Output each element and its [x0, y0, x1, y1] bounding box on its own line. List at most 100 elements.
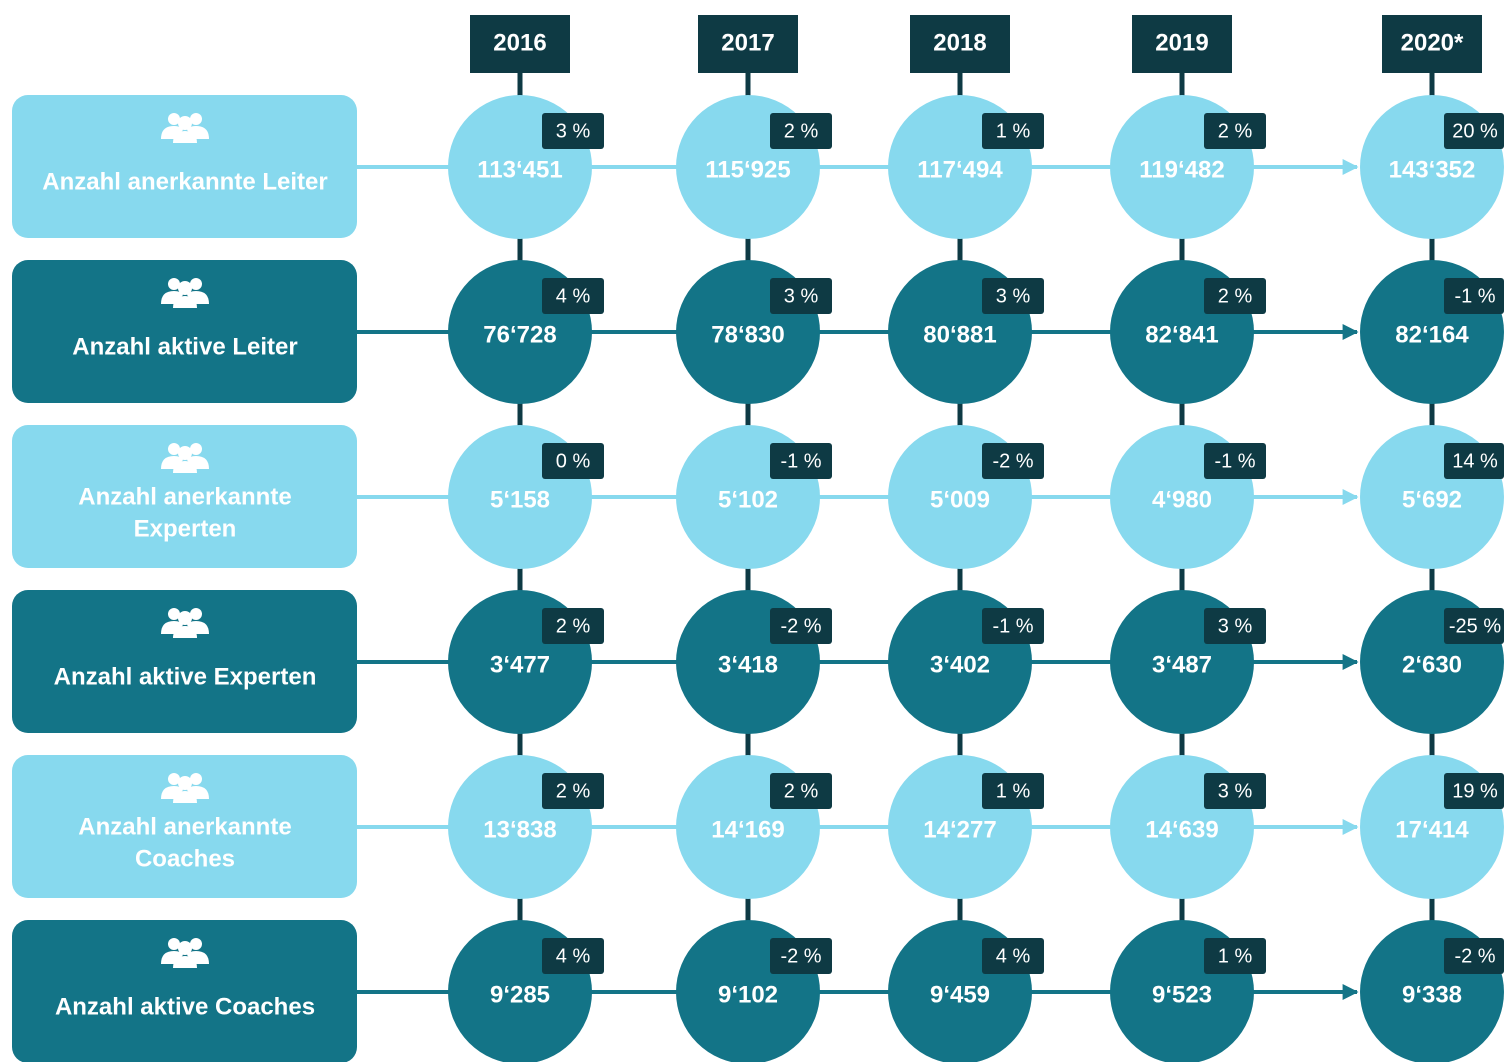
change-badge — [1444, 773, 1504, 809]
change-label: -25 % — [1449, 615, 1501, 637]
row-label: Anzahl anerkannte Leiter — [42, 168, 327, 195]
year-label: 2020* — [1401, 29, 1464, 56]
value-label: 117‘494 — [917, 156, 1003, 183]
change-label: -2 % — [780, 945, 821, 967]
row-label: Anzahl anerkannte — [78, 483, 291, 510]
change-badge — [1444, 443, 1504, 479]
change-badge — [1444, 113, 1504, 149]
change-badge — [1204, 608, 1266, 644]
row-label-box — [12, 755, 357, 898]
change-badge — [770, 443, 832, 479]
people-icon — [161, 608, 209, 638]
row-label: Coaches — [135, 845, 235, 872]
value-label: 14‘169 — [711, 816, 784, 843]
icon-head — [168, 113, 180, 125]
row-label-box — [12, 260, 357, 403]
change-label: -2 % — [1454, 945, 1495, 967]
change-badge — [1204, 278, 1266, 314]
change-label: 2 % — [784, 120, 819, 142]
change-badge — [542, 773, 604, 809]
change-label: 0 % — [556, 450, 591, 472]
row-label-box — [12, 920, 357, 1062]
icon-body — [161, 126, 209, 139]
change-label: 4 % — [996, 945, 1031, 967]
icon-head — [168, 608, 180, 620]
value-label: 113‘451 — [477, 156, 562, 183]
year-label: 2017 — [721, 29, 774, 56]
change-badge — [982, 443, 1044, 479]
value-label: 9‘523 — [1152, 981, 1212, 1008]
icon-head — [190, 773, 202, 785]
value-label: 3‘418 — [718, 651, 778, 678]
year-label: 2018 — [933, 29, 986, 56]
people-icon — [161, 113, 209, 143]
change-label: 3 % — [996, 285, 1031, 307]
icon-head — [178, 776, 192, 790]
value-label: 5‘102 — [718, 486, 778, 513]
people-icon — [161, 938, 209, 968]
value-label: 17‘414 — [1395, 816, 1469, 843]
change-label: -2 % — [780, 615, 821, 637]
icon-head — [178, 611, 192, 625]
year-box — [470, 15, 570, 73]
change-badge — [1204, 113, 1266, 149]
value-label: 3‘487 — [1152, 651, 1212, 678]
value-label: 76‘728 — [483, 321, 556, 348]
change-badge — [1444, 938, 1504, 974]
change-label: 1 % — [996, 120, 1031, 142]
people-icon — [161, 773, 209, 803]
change-label: 14 % — [1452, 450, 1498, 472]
icon-body — [173, 626, 197, 638]
change-label: -1 % — [1214, 450, 1255, 472]
icon-head — [178, 281, 192, 295]
value-label: 82‘841 — [1145, 321, 1218, 348]
change-label: 2 % — [556, 780, 591, 802]
change-badge — [1204, 773, 1266, 809]
value-label: 14‘277 — [923, 816, 996, 843]
value-label: 143‘352 — [1389, 156, 1476, 183]
change-label: 20 % — [1452, 120, 1498, 142]
change-badge — [542, 443, 604, 479]
change-label: 2 % — [556, 615, 591, 637]
value-label: 14‘639 — [1145, 816, 1218, 843]
icon-body — [173, 131, 197, 143]
change-label: 2 % — [784, 780, 819, 802]
value-label: 82‘164 — [1395, 321, 1469, 348]
change-badge — [770, 773, 832, 809]
change-label: 3 % — [1218, 780, 1253, 802]
row-label: Anzahl aktive Experten — [54, 663, 317, 690]
change-badge — [542, 938, 604, 974]
icon-head — [168, 773, 180, 785]
change-badge — [982, 608, 1044, 644]
value-label: 13‘838 — [483, 816, 556, 843]
icon-body — [173, 956, 197, 968]
change-label: 3 % — [556, 120, 591, 142]
change-badge — [1204, 443, 1266, 479]
icon-body — [161, 456, 209, 469]
year-box — [1132, 15, 1232, 73]
change-badge — [770, 938, 832, 974]
icon-head — [190, 608, 202, 620]
icon-head — [190, 113, 202, 125]
value-label: 3‘402 — [930, 651, 990, 678]
change-badge — [1204, 938, 1266, 974]
row-label: Anzahl aktive Leiter — [72, 333, 297, 360]
change-label: 4 % — [556, 285, 591, 307]
value-label: 5‘009 — [930, 486, 990, 513]
year-label: 2019 — [1155, 29, 1208, 56]
icon-body — [173, 461, 197, 473]
year-box — [1382, 15, 1482, 73]
row-label: Anzahl anerkannte — [78, 813, 291, 840]
change-badge — [1444, 608, 1504, 644]
change-label: 1 % — [996, 780, 1031, 802]
change-badge — [982, 773, 1044, 809]
year-box — [698, 15, 798, 73]
icon-head — [190, 443, 202, 455]
change-label: 4 % — [556, 945, 591, 967]
change-label: -1 % — [1454, 285, 1495, 307]
change-label: 1 % — [1218, 945, 1253, 967]
change-label: -2 % — [992, 450, 1033, 472]
change-badge — [542, 608, 604, 644]
icon-head — [168, 938, 180, 950]
